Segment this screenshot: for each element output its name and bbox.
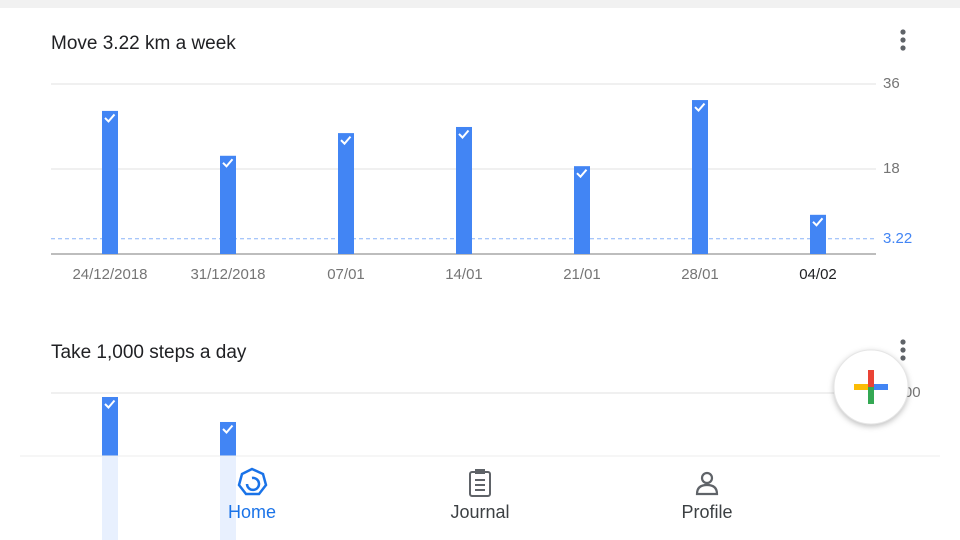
chart: Move 3.22 km a week 18 36 3.22 24/12/2018 31/… [51,33,912,283]
chart-title: Take 1,000 steps a day [51,342,247,363]
home-icon [237,467,268,496]
y-tick-label: 36 [883,75,900,92]
x-tick-label: 28/01 [681,266,719,283]
nav: Home Journal Profile [228,467,733,522]
nav-item[interactable]: Journal [450,469,510,522]
nav-label: Journal [450,502,509,522]
nav-bar [20,456,940,540]
check-icon [104,399,116,409]
nav-label: Profile [681,502,732,522]
journal-clip [475,469,485,474]
bar [102,110,118,255]
bar [574,166,590,254]
y-tick-label: 18 [883,160,900,177]
check-icon [694,102,706,113]
bar [692,100,708,254]
x-tick-label: 21/01 [563,266,601,283]
check-icon [104,113,116,123]
check-icon [812,217,824,227]
x-tick-label: 07/01 [327,266,365,283]
chart-title: Move 3.22 km a week [51,33,236,54]
profile-body [695,483,719,496]
bar [220,155,236,254]
goal-label: 3.22 [883,230,912,247]
menu-1[interactable] [900,29,906,51]
check-icon [222,424,234,434]
x-tick-label: 14/01 [445,266,483,283]
bar [338,133,354,254]
profile-icon [700,471,714,485]
home-icon-inner [245,476,261,492]
x-tick-label: 24/12/2018 [72,266,147,283]
fab[interactable] [833,349,909,425]
nav-item[interactable]: Profile [681,471,733,522]
bar [810,214,826,254]
nav-label: Home [228,502,276,522]
x-tick-label: 31/12/2018 [190,266,265,283]
bar [456,126,472,254]
x-tick-label: 04/02 [799,266,837,283]
check-icon [576,169,588,179]
check-icon [340,135,352,146]
nav-item[interactable]: Home [228,467,276,522]
check-icon [222,158,234,168]
status-strip [0,0,960,8]
check-icon [458,129,470,139]
menu-2[interactable] [900,339,906,361]
